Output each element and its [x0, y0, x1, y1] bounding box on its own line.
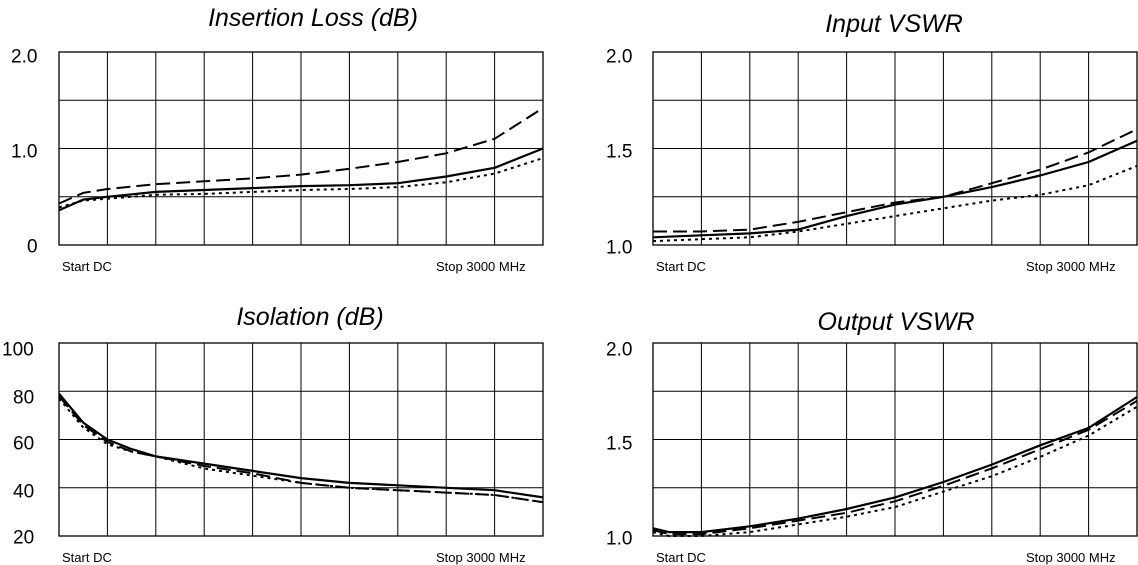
y-tick-label: 40 — [13, 481, 35, 503]
x-start-label: Start DC — [656, 259, 706, 274]
y-tick-label: 1.0 — [606, 528, 633, 550]
series-line-dashed — [652, 400, 1138, 536]
x-start-label: Start DC — [656, 550, 706, 565]
series-line-dashed — [58, 107, 544, 205]
series-line-dotted — [652, 405, 1138, 537]
chart-title: Input VSWR — [825, 10, 963, 38]
y-tick-label: 1.0 — [606, 237, 633, 259]
y-tick-label: 0 — [27, 236, 38, 258]
x-stop-label: Stop 3000 MHz — [436, 550, 526, 565]
series-line-solid — [652, 139, 1138, 239]
series-line-solid — [58, 147, 544, 212]
y-tick-label: 60 — [13, 433, 35, 455]
y-tick-label: 80 — [13, 387, 35, 409]
y-tick-label: 1.5 — [606, 433, 633, 455]
plot-frame — [652, 342, 1138, 537]
y-tick-label: 1.5 — [606, 141, 633, 163]
y-tick-label: 2.0 — [606, 46, 633, 68]
y-tick-label: 100 — [2, 339, 34, 361]
x-start-label: Start DC — [62, 259, 112, 274]
series-line-dashed — [58, 395, 544, 504]
y-tick-label: 2.0 — [11, 46, 38, 68]
x-start-label: Start DC — [62, 550, 112, 565]
y-tick-label: 1.0 — [11, 141, 38, 163]
series-line-dashed — [653, 128, 1138, 233]
chart-title: Isolation (dB) — [236, 303, 384, 331]
x-stop-label: Stop 3000 MHz — [1026, 259, 1116, 274]
x-stop-label: Stop 3000 MHz — [436, 259, 526, 274]
series-line-solid — [58, 392, 544, 499]
plot-area — [58, 342, 544, 537]
series-line-solid — [652, 396, 1138, 534]
plot-area — [652, 342, 1138, 537]
series-line-dotted — [652, 164, 1138, 243]
plot-frame — [58, 342, 544, 537]
x-stop-label: Stop 3000 MHz — [1026, 550, 1116, 565]
plot-area — [58, 51, 544, 246]
series-line-dotted — [58, 157, 544, 209]
y-tick-label: 2.0 — [606, 339, 633, 361]
plot-area — [652, 51, 1138, 246]
chart-title: Output VSWR — [817, 308, 975, 336]
plot-frame — [652, 51, 1138, 246]
chart-title: Insertion Loss (dB) — [208, 4, 418, 32]
y-tick-label: 20 — [13, 527, 35, 549]
